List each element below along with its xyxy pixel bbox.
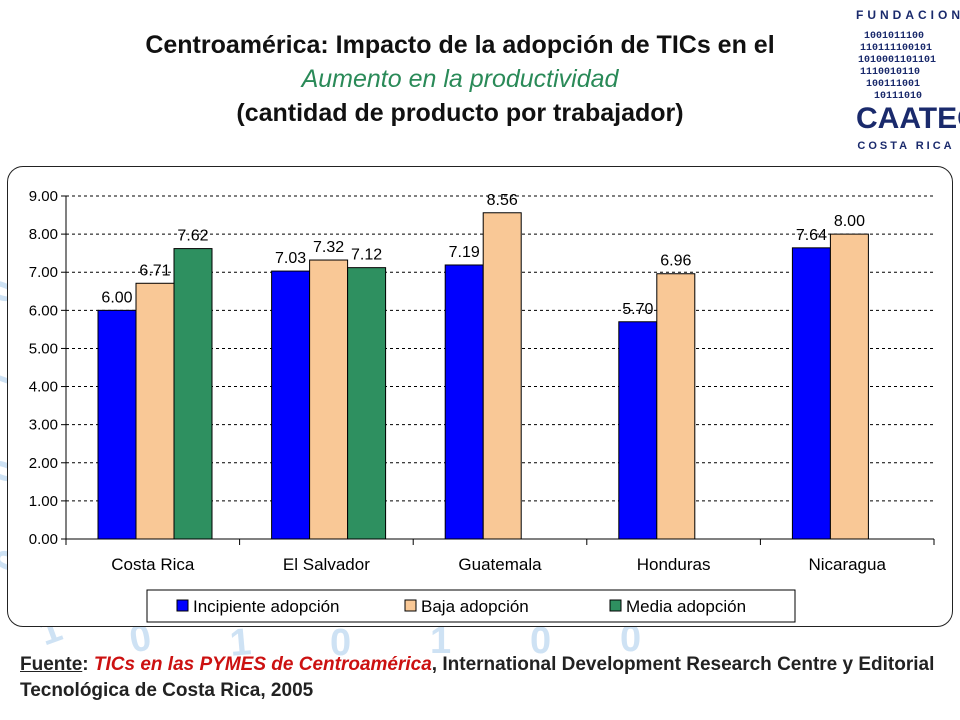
data-label: 7.62 — [177, 228, 208, 245]
data-label: 6.71 — [139, 262, 170, 279]
x-tick-label: Nicaragua — [808, 555, 886, 574]
svg-text:100111001: 100111001 — [866, 79, 920, 90]
y-tick-label: 3.00 — [29, 417, 58, 434]
data-label: 6.00 — [101, 289, 132, 306]
data-label: 7.03 — [275, 250, 306, 267]
bar-chart: 0.00 1.00 2.00 3.00 4.00 5.00 6.00 7.00 8.00 9.00… — [29, 188, 935, 623]
data-label: 7.32 — [313, 239, 344, 256]
logo-binary-pattern: 1001011100 110111100101 1010001101101 11… — [858, 31, 936, 102]
svg-text:1001011100: 1001011100 — [864, 31, 924, 42]
legend-swatch — [176, 599, 189, 612]
bar — [173, 248, 213, 540]
y-tick-label: 9.00 — [29, 188, 58, 205]
x-tick-label: Honduras — [637, 555, 711, 574]
bar — [829, 233, 869, 540]
y-tick-label: 0.00 — [29, 531, 58, 548]
legend-box — [146, 589, 796, 623]
source-title: TICs en las PYMES de Centroamérica — [93, 654, 432, 675]
data-label: 7.64 — [796, 227, 827, 244]
bar — [656, 273, 696, 540]
bar — [618, 321, 658, 540]
bar — [347, 267, 387, 540]
bar — [444, 264, 484, 540]
y-tick-label: 5.00 — [29, 340, 58, 357]
legend-label: Baja adopción — [421, 597, 529, 616]
data-label: 7.12 — [351, 247, 382, 264]
y-tick-label: 6.00 — [29, 302, 58, 319]
page-title: Centroamérica: Impacto de la adopción de… — [20, 28, 900, 130]
data-label: 5.70 — [622, 301, 653, 318]
legend-swatch — [404, 599, 417, 612]
x-tick-label: El Salvador — [283, 555, 370, 574]
bar — [791, 247, 831, 540]
bar — [482, 212, 522, 540]
chart-frame: 0.00 1.00 2.00 3.00 4.00 5.00 6.00 7.00 8.00 9.00… — [7, 166, 953, 627]
bar — [271, 270, 311, 540]
svg-text:110111100101: 110111100101 — [860, 43, 932, 54]
bar — [135, 282, 175, 540]
logo-top-text: FUNDACION — [856, 8, 960, 22]
y-tick-label: 2.00 — [29, 455, 58, 472]
svg-text:1110010110: 1110010110 — [860, 67, 920, 78]
y-tick-label: 1.00 — [29, 493, 58, 510]
title-line-3: (cantidad de producto por trabajador) — [236, 99, 684, 127]
source-label: Fuente — [20, 654, 83, 675]
legend-label: Media adopción — [626, 597, 746, 616]
data-label: 8.00 — [834, 213, 865, 230]
svg-text:10111010: 10111010 — [874, 91, 922, 102]
source-rest: , International Development Research Cen… — [20, 654, 935, 701]
x-tick-label: Guatemala — [458, 555, 542, 574]
caatec-logo: FUNDACION 1001011100 110111100101 101000… — [856, 6, 960, 156]
legend-label: Incipiente adopción — [193, 597, 340, 616]
bar — [309, 259, 349, 540]
x-tick-label: Costa Rica — [111, 555, 195, 574]
legend-swatch — [609, 599, 622, 612]
data-label: 8.56 — [487, 192, 518, 209]
svg-text:1010001101101: 1010001101101 — [858, 55, 936, 66]
y-tick-label: 7.00 — [29, 264, 58, 281]
data-label: 6.96 — [660, 253, 691, 270]
title-line-1: Centroamérica: Impacto de la adopción de… — [145, 31, 775, 59]
bar — [97, 309, 137, 540]
title-subtitle: Aumento en la productividad — [301, 65, 619, 93]
data-label: 7.19 — [449, 244, 480, 261]
y-tick-label: 4.00 — [29, 379, 58, 396]
source-footer: Fuente: TICs en las PYMES de Centroaméri… — [20, 652, 940, 704]
logo-bottom-text: COSTA RICA — [857, 140, 955, 152]
y-tick-label: 8.00 — [29, 226, 58, 243]
source-colon: : — [82, 654, 94, 675]
